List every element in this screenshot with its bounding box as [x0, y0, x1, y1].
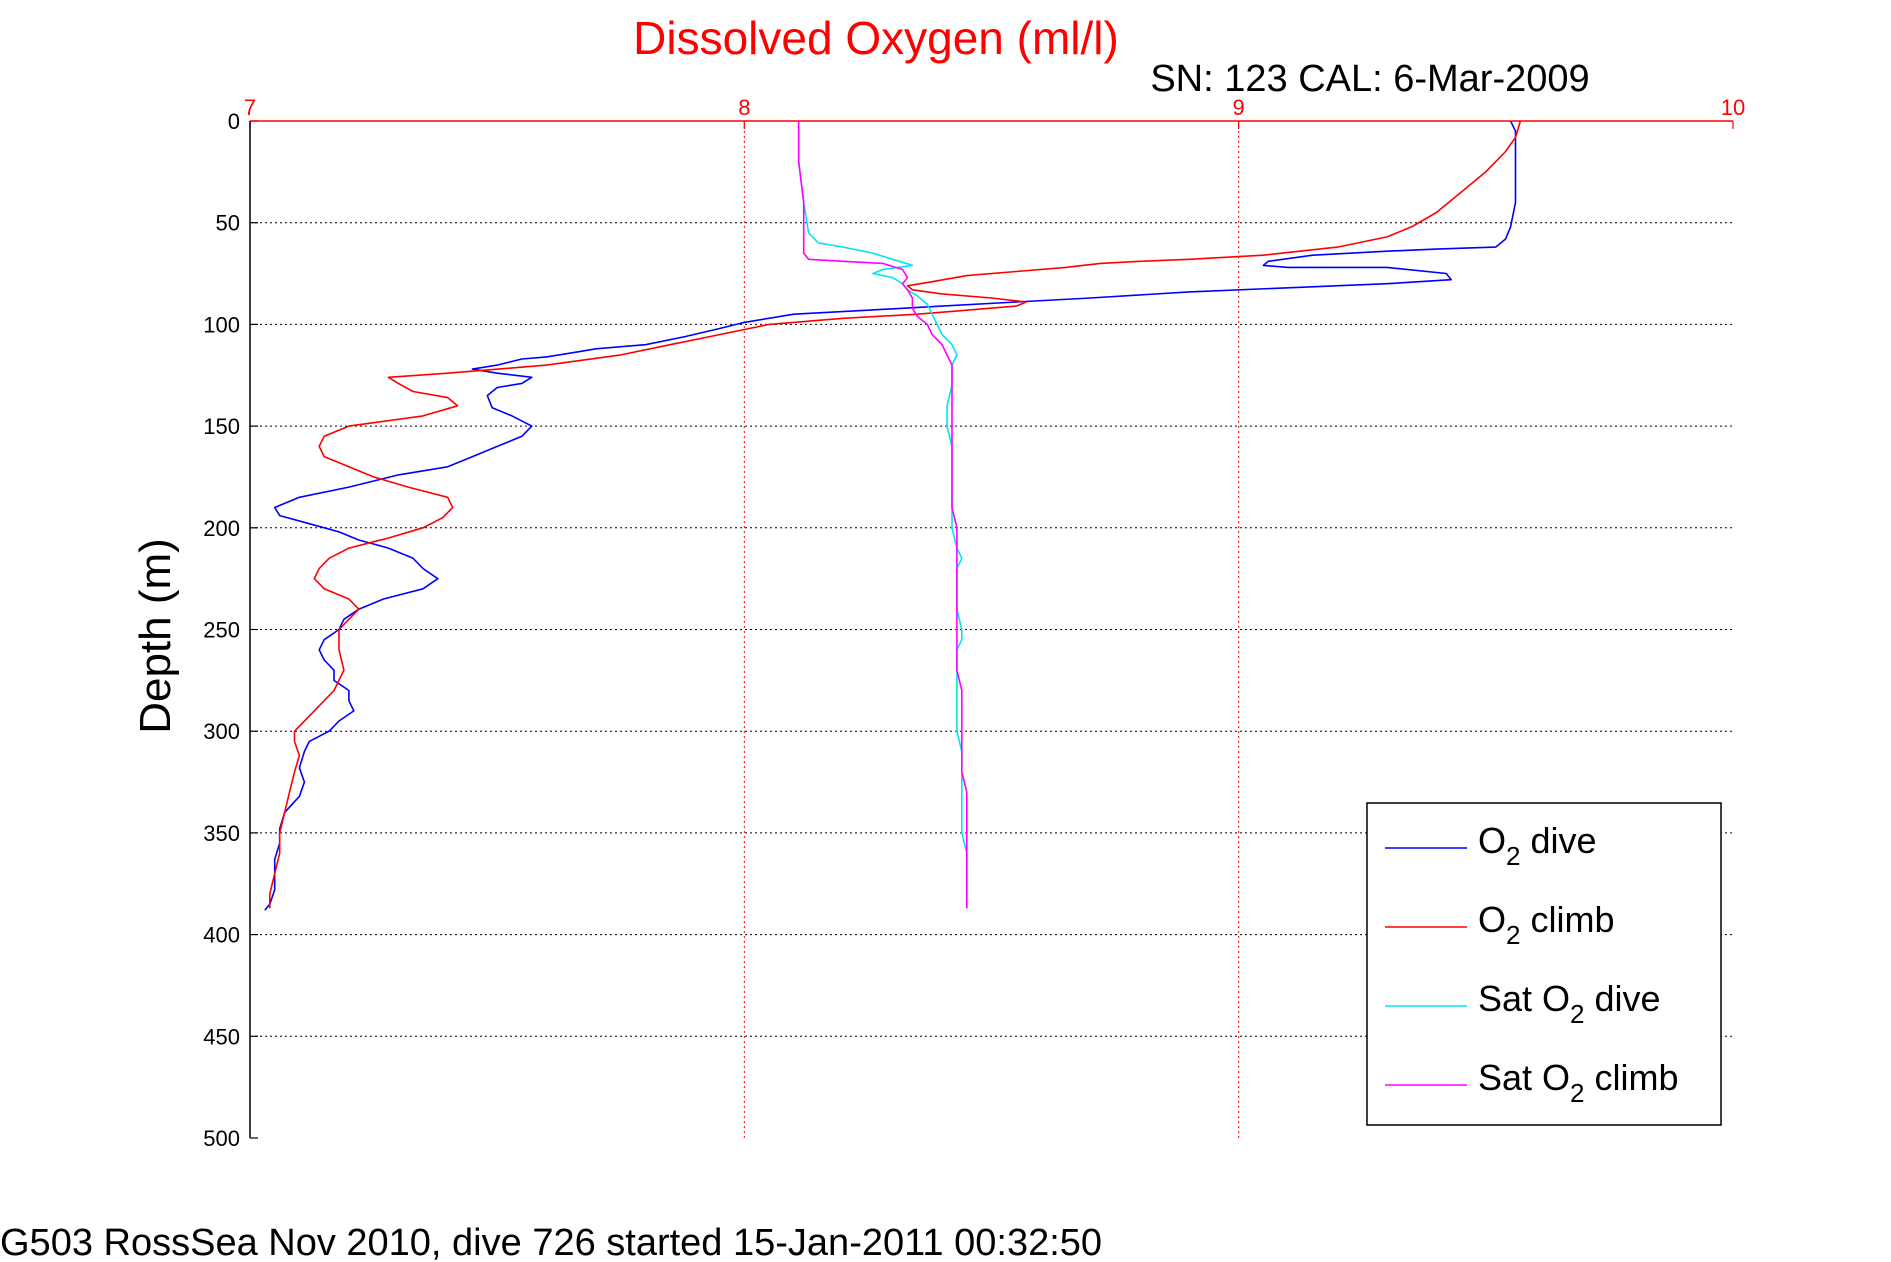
series-line-2: [269, 120, 1522, 909]
chart-title: Dissolved Oxygen (ml/l): [633, 12, 1119, 64]
x-tick-label: 8: [738, 95, 750, 120]
legend-box: [1366, 802, 1722, 1126]
y-axis-label: Depth (m): [131, 538, 180, 734]
legend-label: Sat O2 dive: [1478, 978, 1661, 1029]
series-layer: [264, 120, 1522, 911]
series-line-1: [264, 120, 1517, 911]
legend-label: O2 dive: [1478, 820, 1597, 871]
y-tick-label: 200: [203, 516, 240, 541]
series-line-3: [797, 121, 968, 909]
footer-caption: G503 RossSea Nov 2010, dive 726 started …: [0, 1222, 1102, 1262]
y-tick-label: 300: [203, 719, 240, 744]
y-tick-label: 0: [228, 109, 240, 134]
chart-subtitle: SN: 123 CAL: 6-Mar-2009: [1150, 58, 1589, 100]
y-tick-label: 250: [203, 618, 240, 643]
series-line-4: [797, 121, 968, 909]
y-tick-label: 400: [203, 923, 240, 948]
y-tick-label: 350: [203, 821, 240, 846]
y-tick-label: 450: [203, 1024, 240, 1049]
legend-label: O2 climb: [1478, 899, 1615, 950]
x-tick-label: 10: [1721, 95, 1745, 120]
x-tick-label: 7: [244, 95, 256, 120]
y-tick-label: 500: [203, 1126, 240, 1151]
axes: [249, 120, 1734, 1139]
legend: O2 dive O2 climb Sat O2 dive Sat O2 climb: [1366, 802, 1722, 1126]
x-tick-label: 9: [1233, 95, 1245, 120]
y-tick-label: 150: [203, 414, 240, 439]
y-tick-label: 50: [216, 211, 240, 236]
y-tick-label: 100: [203, 312, 240, 337]
legend-label: Sat O2 climb: [1478, 1057, 1679, 1108]
